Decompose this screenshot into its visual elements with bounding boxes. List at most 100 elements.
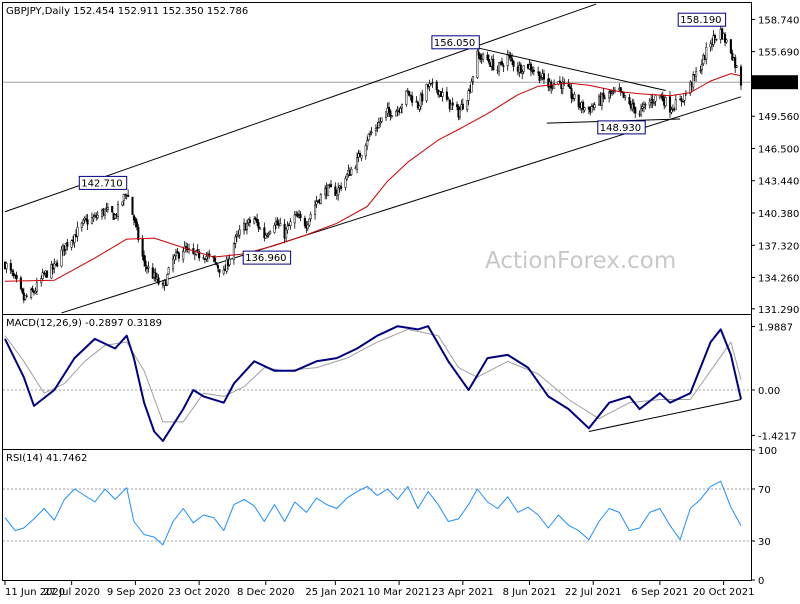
rsi-name: RSI(14) [6, 453, 43, 464]
candle [664, 96, 667, 108]
candle [66, 238, 69, 251]
candle [5, 261, 8, 273]
candle [367, 133, 370, 142]
candle [205, 252, 208, 262]
svg-text:142.710: 142.710 [81, 178, 122, 189]
y-tick-label: 146.500 [758, 144, 799, 155]
rsi-plot [3, 480, 751, 546]
candle [43, 271, 46, 277]
current-price-label: 152.786 [756, 78, 797, 89]
candle [573, 91, 576, 102]
candle [25, 293, 28, 298]
candle [308, 218, 311, 228]
candle [570, 84, 573, 104]
x-tick-label: 22 Jul 2021 [565, 587, 622, 598]
level-label: 136.960 [242, 250, 292, 265]
candle [293, 210, 296, 229]
candle [425, 83, 428, 103]
svg-text:136.960: 136.960 [245, 253, 286, 264]
x-tick-label: 23 Oct 2020 [168, 587, 230, 598]
y-tick-label: 1.9887 [758, 323, 793, 334]
candle [53, 258, 56, 274]
candle [628, 93, 631, 106]
candle [176, 248, 179, 254]
candle [634, 106, 637, 118]
candle [12, 269, 15, 279]
candle [50, 260, 53, 279]
candle [500, 57, 503, 67]
candle [441, 87, 444, 102]
candle [266, 232, 269, 239]
candle [245, 219, 248, 235]
x-tick-label: 25 Jan 2021 [305, 587, 365, 598]
candle [253, 216, 256, 225]
candle [577, 94, 580, 110]
candle [103, 208, 107, 220]
candle [76, 221, 79, 242]
candle [216, 264, 220, 272]
header-open: 152.454 [73, 6, 114, 17]
candle [590, 103, 593, 113]
candle [674, 94, 677, 111]
macd-signal-value: 0.3189 [127, 318, 162, 329]
candle [114, 213, 117, 220]
candle [608, 89, 611, 103]
candle [670, 106, 673, 115]
candle [699, 65, 702, 74]
candle [345, 173, 348, 181]
candle [384, 111, 388, 121]
candle [713, 33, 716, 44]
candle [479, 52, 482, 63]
candle [542, 69, 546, 85]
candle [366, 136, 369, 151]
candle [90, 212, 93, 225]
y-tick-label: 140.380 [758, 209, 799, 220]
candles [3, 25, 743, 304]
candle [624, 95, 627, 101]
macd-support-line [588, 399, 742, 432]
candle [418, 104, 421, 113]
candle [303, 215, 306, 229]
candle [405, 90, 408, 107]
candle [269, 230, 272, 235]
candle [408, 91, 411, 97]
y-tick-label: 134.260 [758, 274, 799, 285]
candle [258, 226, 262, 230]
x-tick-label: 8 Dec 2020 [237, 587, 295, 598]
candle [299, 211, 302, 222]
candle [461, 98, 464, 111]
price-header: GBPJPY,Daily 152.454 152.911 152.350 152… [6, 6, 248, 17]
candle [82, 218, 85, 226]
candle [141, 235, 144, 261]
candle [154, 267, 157, 282]
candle [203, 258, 206, 264]
candle [319, 192, 322, 205]
candle [611, 90, 614, 96]
candle [238, 224, 241, 239]
macd-value: -0.2897 [85, 318, 124, 329]
candle [228, 254, 231, 267]
header-timeframe: Daily [45, 6, 70, 17]
candle [700, 59, 703, 75]
candle [279, 217, 282, 227]
candle [254, 216, 257, 221]
candle [502, 63, 505, 73]
candle [215, 262, 218, 266]
candle [306, 220, 309, 232]
candle [734, 54, 737, 73]
candle [147, 261, 150, 273]
candle [428, 79, 431, 92]
candle [486, 51, 489, 61]
y-tick-label: 100 [758, 446, 777, 457]
candle [377, 117, 380, 129]
candle [512, 60, 515, 72]
candle [487, 54, 490, 65]
candle [540, 75, 543, 81]
level-label: 156.050 [431, 35, 480, 50]
candle [111, 206, 114, 213]
candle [492, 54, 495, 71]
candle [692, 71, 695, 91]
candle [135, 217, 138, 231]
